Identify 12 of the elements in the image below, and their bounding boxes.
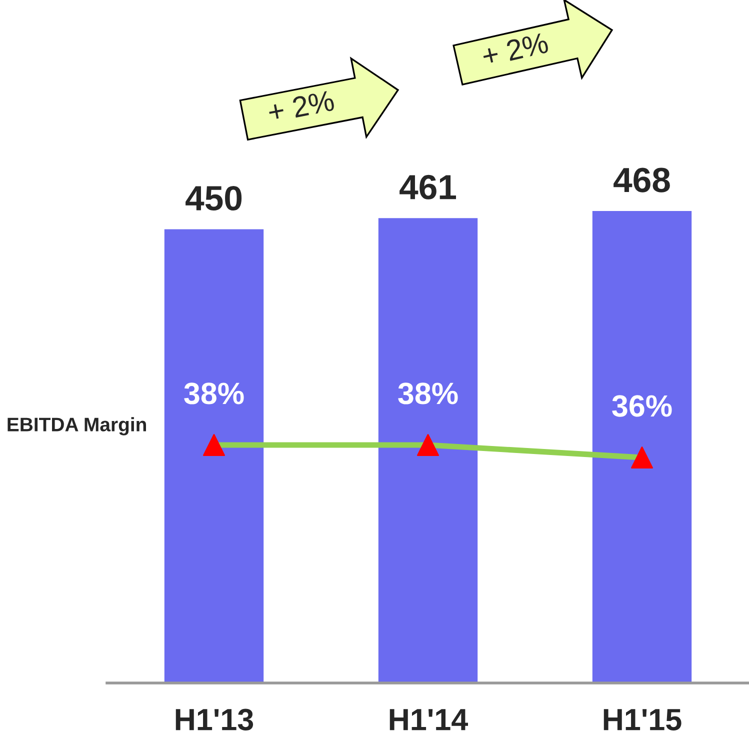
data-label: 36% bbox=[612, 395, 672, 417]
x-tick-label: H1'13 bbox=[176, 708, 254, 730]
data-label: 38% bbox=[398, 382, 458, 404]
data-label: 461 bbox=[400, 174, 456, 200]
data-label: 450 bbox=[186, 186, 242, 211]
x-tick-label: H1'15 bbox=[604, 709, 682, 730]
text: EBITDA Margin bbox=[8, 417, 146, 436]
data-label: 38% bbox=[184, 382, 244, 404]
x-tick-label: H1'14 bbox=[390, 709, 468, 730]
data-label: 468 bbox=[614, 168, 670, 192]
text: + 2% bbox=[481, 32, 550, 67]
text: + 2% bbox=[267, 90, 335, 123]
